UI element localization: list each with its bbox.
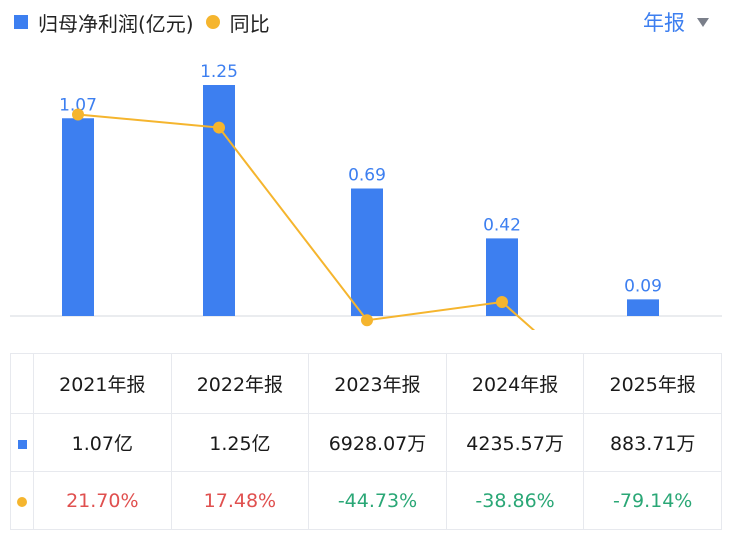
table-row-yoy: 21.70% 17.48% -44.73% -38.86% -79.14%: [10, 471, 722, 530]
yoy-cell: 21.70%: [33, 471, 172, 530]
dropdown-triangle-icon: [697, 17, 709, 27]
bar-series-marker: [14, 15, 28, 29]
data-table: 2021年报 2022年报 2023年报 2024年报 2025年报 1.07亿…: [10, 353, 722, 530]
line-series-marker: [205, 15, 220, 29]
bar-2021年报: [62, 118, 94, 316]
bar-value-label: 1.07: [59, 95, 97, 115]
table-header-row: 2021年报 2022年报 2023年报 2024年报 2025年报: [10, 353, 722, 414]
chart-legend: 归母净利润(亿元) 同比: [14, 8, 270, 36]
bar-value-label: 0.69: [348, 165, 386, 185]
bar-2023年报: [351, 188, 383, 316]
profit-chart: 1.07 1.25 0.69 0.42 0.09: [10, 62, 722, 330]
header-cell: 2023年报: [308, 353, 447, 414]
period-selector[interactable]: 年报: [643, 8, 709, 36]
bar-2025年报: [627, 299, 659, 316]
profit-cell: 1.25亿: [170, 413, 310, 472]
yoy-cell: 17.48%: [170, 471, 310, 530]
header-cell: 2021年报: [33, 353, 172, 414]
profit-cell: 1.07亿: [33, 413, 172, 472]
header-cell: 2025年报: [583, 353, 722, 414]
bar-2022年报: [203, 85, 235, 316]
yoy-cell: -44.73%: [308, 471, 447, 530]
yoy-cell: -79.14%: [583, 471, 722, 530]
yoy-point-2023年报: [361, 314, 373, 327]
header-cell: 2024年报: [445, 353, 585, 414]
bar-value-label: 0.42: [483, 215, 521, 235]
yoy-point-2021年报: [72, 108, 84, 121]
legend-line-label: 同比: [229, 11, 270, 36]
profit-cell: 6928.07万: [308, 413, 447, 472]
profit-cell: 4235.57万: [445, 413, 585, 472]
yoy-cell: -38.86%: [445, 471, 585, 530]
yoy-point-2022年报: [213, 121, 225, 134]
legend-bar-label: 归母净利润(亿元): [38, 11, 194, 36]
period-selector-label: 年报: [643, 11, 685, 35]
line-series-marker: [17, 496, 27, 507]
header-cell: 2022年报: [170, 353, 310, 414]
yoy-point-2024年报: [496, 296, 508, 309]
bar-series-marker: [17, 439, 27, 449]
bar-value-label: 0.09: [624, 276, 662, 296]
profit-cell: 883.71万: [583, 413, 722, 472]
table-row-profit: 1.07亿 1.25亿 6928.07万 4235.57万 883.71万: [10, 413, 722, 472]
bar-value-label: 1.25: [200, 62, 238, 82]
